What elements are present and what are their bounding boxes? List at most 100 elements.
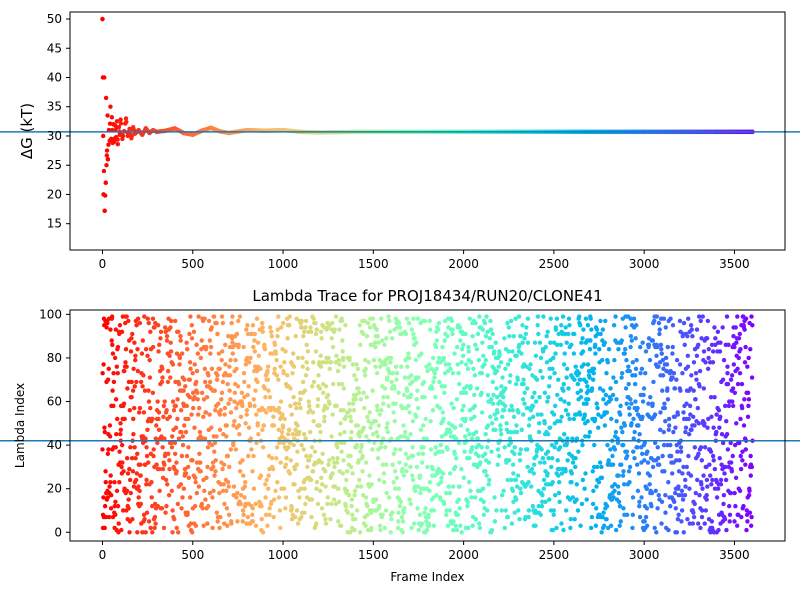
lambda-trace-point xyxy=(457,506,462,511)
lambda-trace-point xyxy=(337,362,342,367)
lambda-trace-point xyxy=(739,381,745,387)
lambda-trace-point xyxy=(543,344,548,350)
lambda-trace-point xyxy=(123,360,128,365)
lambda-trace-point xyxy=(246,384,251,389)
lambda-trace-point xyxy=(477,525,483,531)
lambda-trace-point xyxy=(655,455,661,461)
lambda-trace-point xyxy=(153,436,159,441)
lambda-trace-point xyxy=(418,427,424,433)
lambda-trace-point xyxy=(648,394,653,400)
lambda-trace-point xyxy=(114,432,119,437)
lambda-trace-point xyxy=(255,340,261,345)
lambda-trace-point xyxy=(214,510,220,515)
lambda-trace-point xyxy=(454,455,459,461)
lambda-trace-point xyxy=(619,338,624,343)
lambda-trace-point xyxy=(262,347,268,352)
lambda-trace-point xyxy=(639,495,644,500)
lambda-trace-point xyxy=(427,318,432,324)
lambda-trace-point xyxy=(299,514,304,520)
lambda-trace-point xyxy=(369,482,374,487)
lambda-trace-point xyxy=(263,482,268,487)
lambda-trace-point xyxy=(677,362,683,367)
lambda-trace-point xyxy=(692,501,697,507)
lambda-trace-point xyxy=(605,360,611,365)
lambda-trace-point xyxy=(279,325,284,330)
lambda-trace-point xyxy=(530,414,536,419)
y-tick-label: 80 xyxy=(47,351,62,365)
lambda-trace-point xyxy=(237,314,243,319)
lambda-trace-point xyxy=(656,493,661,498)
lambda-trace-point xyxy=(670,344,675,350)
lambda-trace-point xyxy=(575,381,581,387)
lambda-trace-point xyxy=(626,364,631,369)
lambda-trace-point xyxy=(699,336,704,341)
lambda-trace-point xyxy=(226,512,232,518)
lambda-trace-point xyxy=(298,405,303,411)
lambda-trace-point xyxy=(511,471,516,476)
lambda-trace-point xyxy=(632,373,638,378)
lambda-trace-point xyxy=(504,421,509,426)
lambda-trace-point xyxy=(677,318,683,324)
lambda-trace-point xyxy=(479,390,484,396)
lambda-trace-point xyxy=(144,477,149,483)
lambda-trace-point xyxy=(260,427,265,433)
lambda-trace-point xyxy=(671,370,677,376)
lambda-trace-point xyxy=(403,429,408,435)
lambda-trace-point xyxy=(330,471,335,476)
lambda-trace-point xyxy=(470,333,475,339)
lambda-trace-point xyxy=(104,325,109,330)
lambda-trace-point xyxy=(507,379,512,385)
lambda-trace-point xyxy=(205,521,210,526)
lambda-trace-point xyxy=(238,501,243,507)
lambda-trace-point xyxy=(283,506,288,511)
lambda-trace-point xyxy=(568,517,573,522)
lambda-trace-point xyxy=(245,392,250,398)
lambda-trace-point xyxy=(519,427,524,433)
lambda-trace-point xyxy=(638,344,643,350)
lambda-trace-point xyxy=(383,508,389,513)
lambda-trace-point xyxy=(508,440,514,446)
lambda-trace-point xyxy=(285,336,290,341)
lambda-trace-point xyxy=(287,471,293,476)
lambda-trace-point xyxy=(510,462,516,467)
lambda-trace-point xyxy=(546,394,551,400)
lambda-trace-point xyxy=(105,495,110,500)
lambda-trace-point xyxy=(686,316,691,321)
lambda-trace-point xyxy=(334,353,339,358)
lambda-trace-point xyxy=(511,333,516,339)
lambda-trace-point xyxy=(289,412,294,417)
lambda-trace-point xyxy=(410,445,415,450)
delta-g-point xyxy=(101,192,106,197)
lambda-trace-point xyxy=(268,329,274,334)
lambda-trace-point xyxy=(541,314,546,319)
lambda-trace-point xyxy=(288,386,293,391)
lambda-trace-point xyxy=(723,464,728,470)
lambda-trace-point xyxy=(160,366,165,372)
lambda-trace-point xyxy=(674,377,679,382)
lambda-trace-point xyxy=(718,477,724,483)
lambda-trace-point xyxy=(591,488,596,494)
lambda-trace-point xyxy=(404,316,410,321)
lambda-trace-point xyxy=(190,370,195,376)
lambda-trace-point xyxy=(335,455,340,461)
lambda-trace-point xyxy=(646,401,651,406)
lambda-trace-point xyxy=(739,514,744,520)
lambda-trace-point xyxy=(704,477,710,483)
lambda-trace-point xyxy=(721,501,726,507)
lambda-trace-point xyxy=(512,445,517,450)
lambda-trace-point xyxy=(248,436,254,441)
lambda-trace-point xyxy=(707,462,712,467)
lambda-trace-point xyxy=(468,416,474,422)
lambda-trace-point xyxy=(132,384,137,389)
lambda-trace-point xyxy=(580,442,585,448)
lambda-trace-point xyxy=(303,325,308,330)
lambda-trace-point xyxy=(347,355,352,361)
lambda-trace-point xyxy=(318,329,324,334)
lambda-trace-point xyxy=(148,405,153,411)
lambda-trace-point xyxy=(156,416,161,422)
lambda-trace-point xyxy=(688,323,694,328)
lambda-trace-point xyxy=(592,416,598,422)
lambda-trace-point xyxy=(178,482,184,487)
lambda-trace-point xyxy=(605,442,610,448)
lambda-trace-point xyxy=(343,503,349,509)
